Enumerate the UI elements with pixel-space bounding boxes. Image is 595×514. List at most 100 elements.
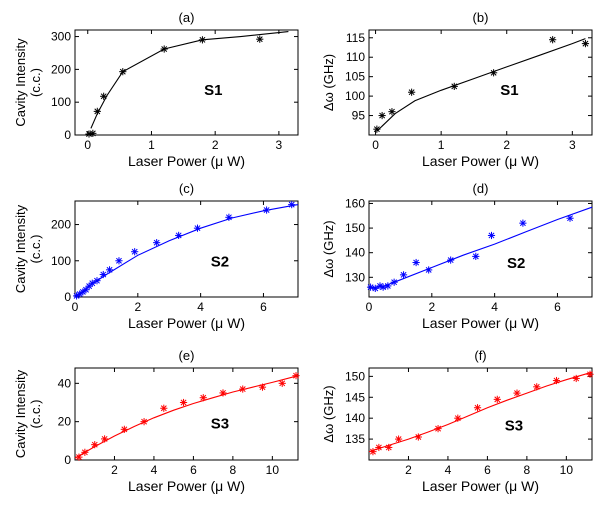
data-point	[519, 219, 527, 227]
fit-line	[376, 38, 586, 132]
sample-annotation: S3	[211, 416, 229, 433]
y-tick-label: 0	[64, 128, 71, 142]
panel-f: 2 4 6 8 10 135 140 145 150 (f) Laser Power (μ W) Δω…	[321, 348, 594, 494]
data-point	[91, 441, 99, 449]
data-point	[131, 248, 139, 256]
panel-b: 0 1 2 3 95 100 105 110 115 (b) Laser Power (μ W) Δω…	[321, 10, 593, 169]
data-point	[366, 283, 375, 291]
data-point	[412, 258, 420, 267]
x-tick-label: 6	[554, 300, 561, 314]
y-tick-label: 105	[345, 70, 365, 84]
y-tick-label: 115	[346, 31, 365, 45]
panel-title: (b)	[473, 10, 489, 25]
x-tick-label: 3	[276, 138, 283, 152]
y-tick-label: 110	[346, 50, 365, 64]
plot-frame	[74, 200, 299, 298]
data-point	[278, 379, 286, 387]
data-point	[549, 36, 557, 44]
panel-title: (e)	[179, 348, 195, 363]
sample-annotation: S2	[507, 255, 525, 272]
x-tick-label: 10	[560, 463, 574, 477]
sample-annotation: S2	[211, 253, 229, 270]
data-point	[586, 370, 594, 378]
plot-frame	[74, 29, 299, 136]
plot-frame	[368, 367, 593, 461]
x-tick-label: 8	[524, 463, 531, 477]
plot-frame	[74, 367, 299, 461]
x-tick-label: 2	[503, 138, 510, 152]
y-tick-label: 300	[51, 30, 71, 44]
x-axis-label: Laser Power (μ W)	[128, 315, 245, 331]
x-axis-label: Laser Power (μ W)	[422, 315, 539, 331]
y-tick-label: 40	[58, 376, 72, 390]
x-tick-label: 8	[230, 463, 237, 477]
y-tick-label: 140	[345, 246, 365, 260]
x-tick-label: 10	[266, 463, 280, 477]
x-tick-label: 0	[366, 300, 373, 314]
data-point	[513, 389, 521, 397]
x-tick-label: 1	[148, 138, 155, 152]
plot-frame	[368, 200, 593, 298]
y-tick-label: 0	[64, 453, 71, 467]
x-tick-label: 2	[212, 138, 219, 152]
x-tick-label: 2	[405, 463, 412, 477]
sample-annotation: S3	[505, 418, 523, 435]
data-point	[378, 111, 386, 120]
data-point	[388, 108, 396, 116]
y-axis-label: (c.c.)	[28, 400, 43, 429]
y-tick-label: 100	[345, 89, 365, 103]
x-tick-label: 3	[569, 138, 576, 152]
x-tick-label: 0	[84, 138, 91, 152]
x-tick-label: 6	[190, 463, 197, 477]
data-point	[395, 435, 403, 443]
sample-annotation: S1	[204, 82, 222, 99]
data-point	[93, 107, 101, 115]
y-tick-label: 100	[51, 95, 71, 109]
data-point	[566, 214, 574, 222]
panel-title: (a)	[179, 10, 195, 25]
data-point	[472, 252, 480, 260]
panel-c: 0 2 4 6 0 100 200 (c) Laser Power (μ W) Cavity In…	[13, 181, 299, 331]
panel-a: 0 1 2 3 0 100 200 300 (a) Laser Power (μ W) Cavity…	[13, 10, 299, 169]
x-tick-label: 6	[484, 463, 491, 477]
y-axis-label: Δω (GHz)	[321, 220, 336, 277]
x-tick-label: 4	[151, 463, 158, 477]
y-tick-label: 0	[64, 290, 71, 304]
x-tick-label: 0	[72, 300, 79, 314]
panel-d: 0 2 4 6 130 140 150 160 (d) Laser Power (μ W) Δω (…	[321, 181, 593, 331]
y-tick-label: 130	[345, 270, 365, 284]
fit-line	[368, 371, 593, 453]
x-tick-label: 4	[197, 300, 204, 314]
y-axis-label: (c.c.)	[28, 68, 43, 97]
y-tick-label: 140	[345, 411, 365, 425]
x-tick-label: 2	[134, 300, 141, 314]
y-axis-label: Cavity Intensity	[13, 369, 28, 458]
x-axis-label: Laser Power (μ W)	[422, 478, 539, 494]
fit-line	[74, 204, 299, 298]
y-tick-label: 145	[345, 390, 365, 404]
data-point	[493, 395, 501, 403]
data-point	[473, 404, 482, 412]
y-axis-label: Δω (GHz)	[321, 385, 336, 442]
y-axis-label: (c.c.)	[28, 235, 43, 264]
panel-title: (c)	[179, 181, 194, 196]
fit-line	[74, 375, 299, 459]
x-axis-label: Laser Power (μ W)	[422, 153, 539, 169]
data-point	[399, 271, 408, 279]
data-point	[487, 231, 496, 240]
y-axis-label: Δω (GHz)	[321, 54, 336, 111]
y-axis-label: Cavity Intensity	[13, 204, 28, 293]
y-tick-label: 135	[345, 432, 365, 446]
y-tick-label: 20	[58, 415, 72, 429]
x-axis-label: Laser Power (μ W)	[128, 153, 245, 169]
fit-line	[368, 206, 593, 289]
y-tick-label: 150	[345, 369, 365, 383]
y-tick-label: 100	[51, 254, 71, 268]
fit-line	[90, 31, 289, 129]
y-tick-label: 160	[345, 196, 365, 210]
y-axis-label: Cavity Intensity	[13, 38, 28, 127]
panel-e: 2 4 6 8 10 0 20 40 (e) Laser Power (μ W) Cavity In…	[13, 348, 300, 494]
x-tick-label: 4	[445, 463, 452, 477]
data-point	[581, 40, 590, 48]
